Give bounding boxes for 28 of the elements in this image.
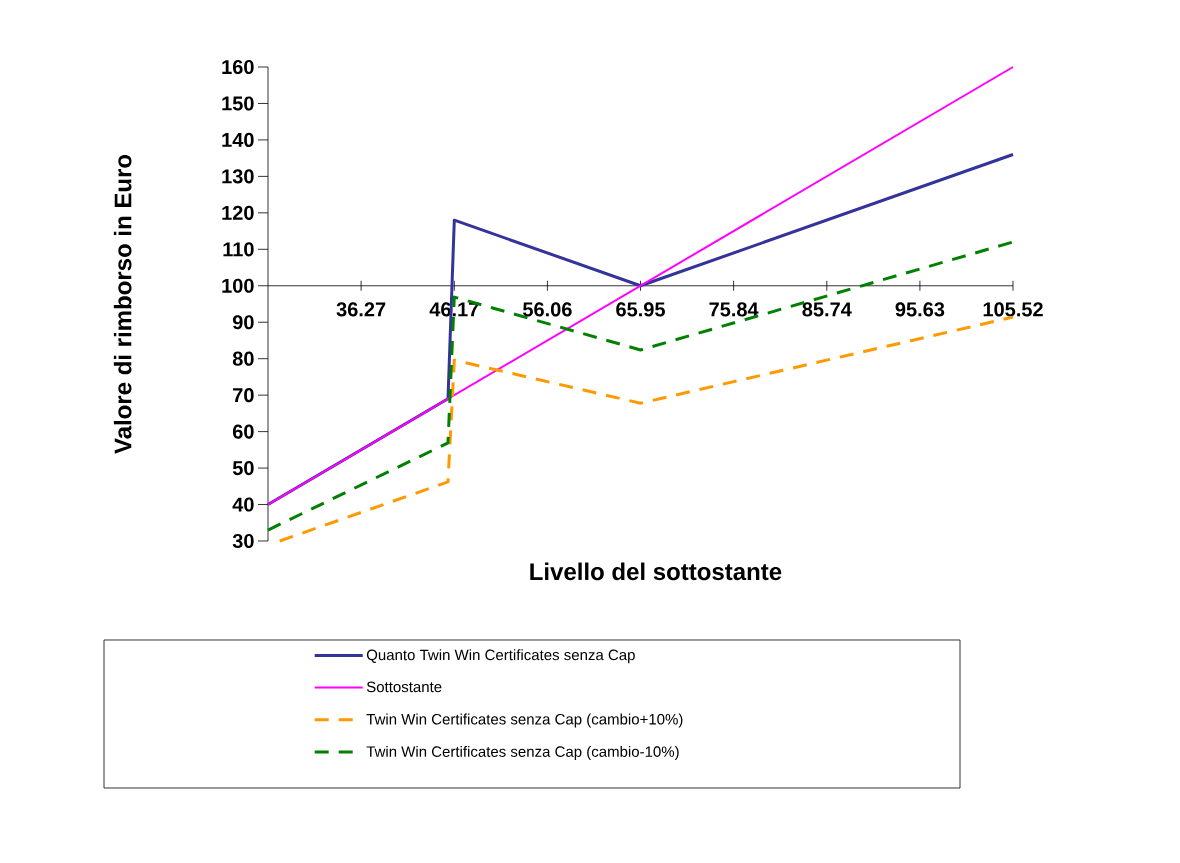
- y-axis-title: Valore di rimborso in Euro: [113, 154, 132, 454]
- legend-label: Quanto Twin Win Certificates senza Cap: [366, 649, 635, 664]
- y-tick-label: 40: [232, 497, 254, 512]
- y-tick-label: 30: [232, 533, 254, 549]
- x-tick-label: 105.52: [983, 302, 1043, 317]
- legend-label: Twin Win Certificates senza Cap (cambio+10%): [366, 713, 683, 728]
- line-series: [278, 315, 1015, 543]
- y-tick-label: 100: [222, 278, 254, 293]
- y-tick-label: 80: [232, 351, 254, 366]
- y-tick-label: 150: [222, 96, 254, 111]
- x-tick-label: 85.74: [802, 302, 852, 317]
- x-tick-label: 36.27: [336, 302, 386, 317]
- x-tick-label: 56.06: [522, 302, 572, 317]
- legend-label: Sottostante: [366, 681, 442, 693]
- x-tick-label: 75.84: [709, 302, 759, 317]
- x-tick-label: 95.63: [895, 302, 945, 317]
- y-tick-label: 50: [232, 461, 254, 476]
- x-tick-label: 65.95: [616, 302, 665, 317]
- x-axis-title: Livello del sottostante: [530, 562, 782, 581]
- legend-label: Twin Win Certificates senza Cap (cambio-10%): [366, 745, 679, 760]
- y-tick-label: 130: [222, 169, 254, 184]
- y-tick-label: 90: [232, 315, 254, 330]
- y-tick-label: 60: [232, 424, 254, 439]
- y-tick-label: 120: [222, 205, 254, 220]
- y-tick-label: 160: [222, 59, 254, 75]
- y-tick-label: 140: [222, 132, 254, 147]
- y-tick-label: 110: [223, 242, 254, 257]
- y-tick-label: 70: [233, 388, 254, 403]
